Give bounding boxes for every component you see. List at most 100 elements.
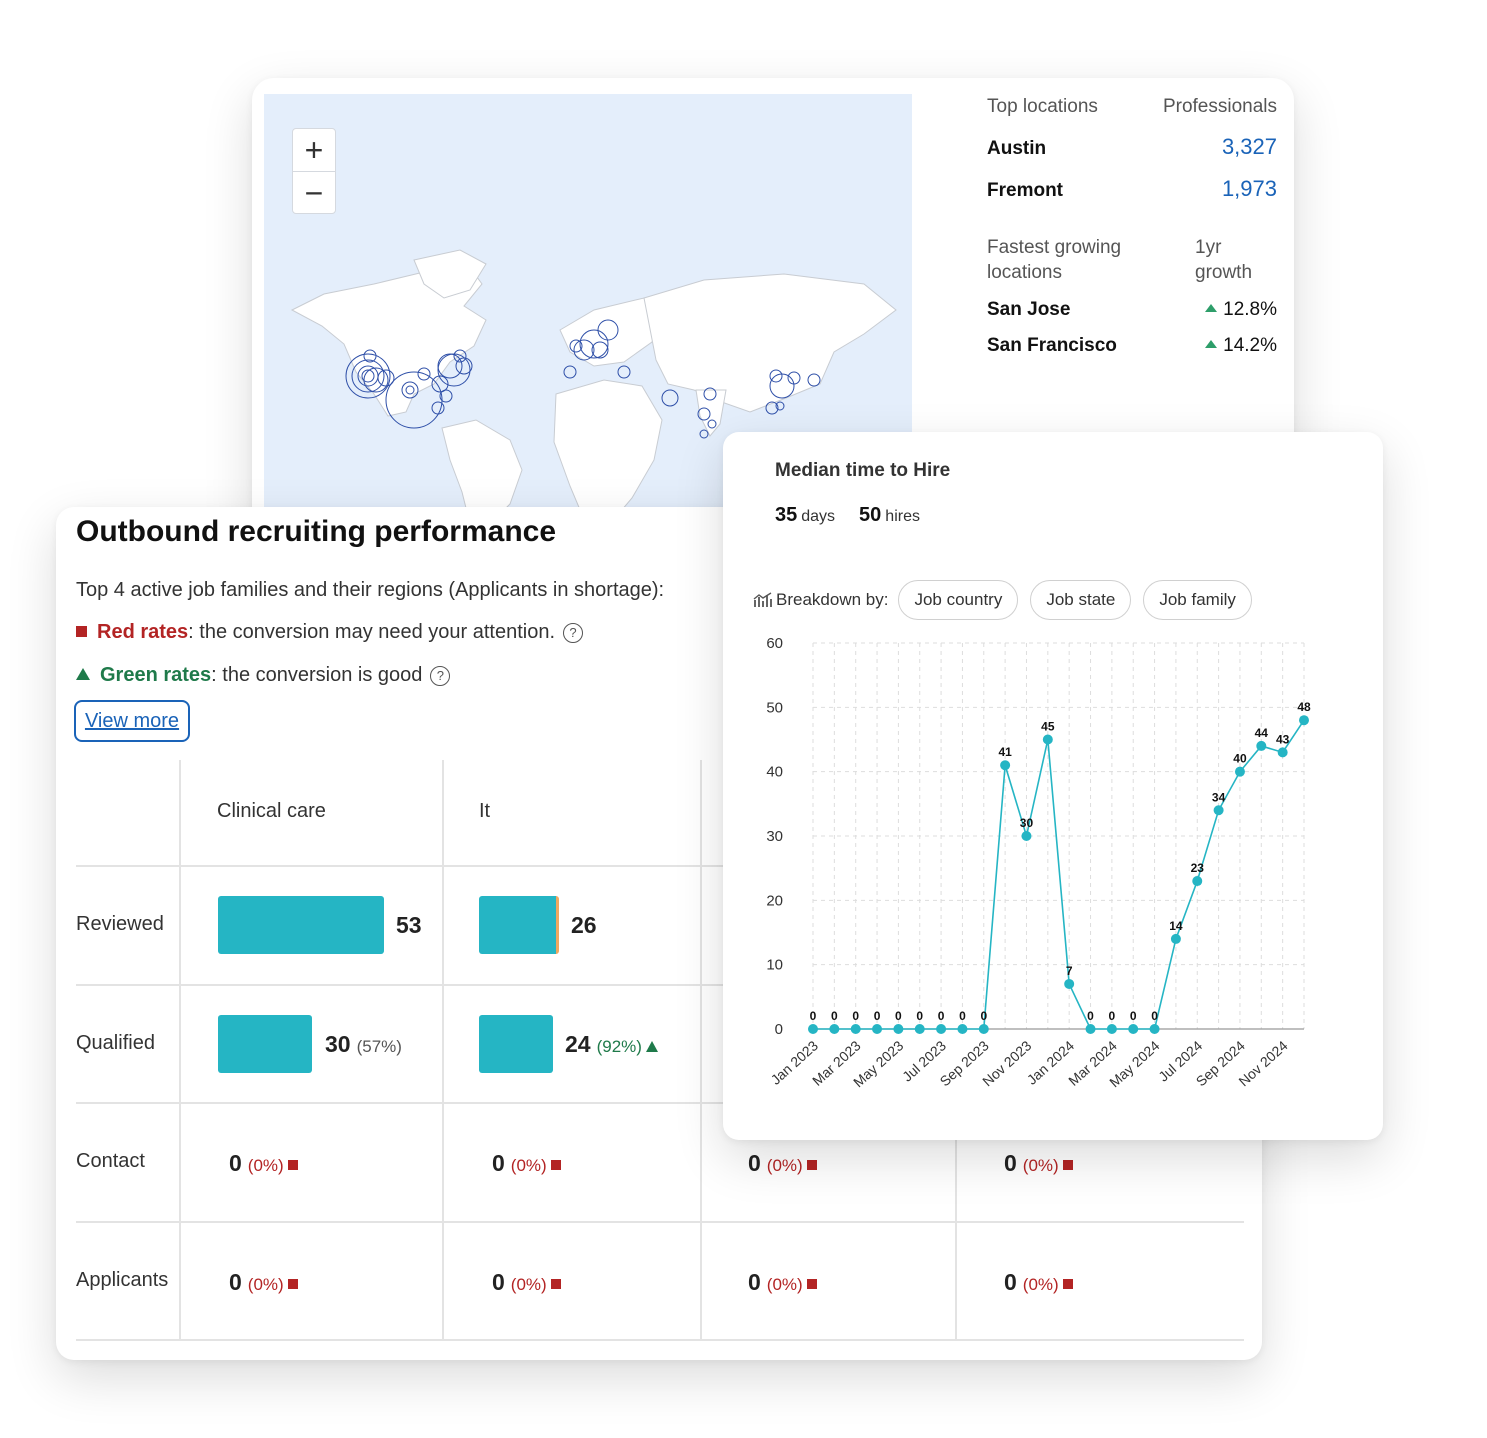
- hires-value: 50: [859, 504, 882, 526]
- green-rates-text: : the conversion is good: [211, 664, 423, 686]
- card-subtitle: Top 4 active job families and their regi…: [76, 579, 665, 601]
- location-name: Austin: [987, 138, 1047, 159]
- column-header[interactable]: Clinical care: [217, 800, 326, 822]
- location-bubble: [703, 387, 717, 401]
- contact-value: 0 (0%): [229, 1150, 298, 1177]
- applicants-count: 0: [1004, 1269, 1017, 1295]
- applicants-percent: (0%): [510, 1275, 547, 1294]
- row-label: Contact: [76, 1150, 145, 1172]
- y-tick-label: 20: [766, 892, 783, 909]
- row-divider: [76, 1221, 1244, 1223]
- data-label: 0: [852, 1009, 859, 1023]
- data-label: 0: [916, 1009, 923, 1023]
- data-label: 44: [1255, 726, 1269, 740]
- help-icon[interactable]: ?: [430, 666, 451, 686]
- series-line: [813, 719, 1305, 1030]
- india-shape: [695, 389, 727, 437]
- data-point: [808, 1024, 818, 1034]
- data-label: 0: [810, 1009, 817, 1023]
- contact-count: 0: [1004, 1150, 1017, 1176]
- location-bubble: [361, 369, 375, 383]
- location-bubble: [579, 329, 609, 359]
- data-label: 43: [1276, 732, 1290, 746]
- zoom-control: + −: [292, 128, 336, 214]
- data-label: 0: [895, 1009, 902, 1023]
- column-header[interactable]: It: [479, 800, 491, 822]
- job-state-chip[interactable]: Job state: [1030, 580, 1132, 620]
- location-bubbles: [345, 319, 821, 439]
- applicants-percent: (0%): [1022, 1275, 1059, 1294]
- data-point: [1256, 740, 1267, 751]
- location-bubble: [699, 429, 709, 439]
- applicants-value: 0 (0%): [492, 1269, 561, 1296]
- qualified-bar[interactable]: [479, 1015, 553, 1073]
- days-unit: days: [801, 508, 836, 525]
- data-point: [1170, 933, 1181, 944]
- asia-shape: [643, 273, 897, 413]
- data-label: 40: [1233, 752, 1247, 766]
- data-label: 0: [874, 1009, 881, 1023]
- location-bubble: [377, 369, 395, 387]
- chart-icon: [753, 592, 772, 607]
- red-rates-legend: Red rates: the conversion may need your …: [76, 621, 584, 644]
- location-name: Fremont: [987, 180, 1063, 201]
- location-row-fremont: Fremont 1,973: [987, 176, 1277, 202]
- red-square-icon: [287, 1160, 298, 1170]
- job-family-chip[interactable]: Job family: [1143, 580, 1252, 620]
- data-label: 7: [1066, 964, 1073, 978]
- data-point: [1000, 760, 1011, 771]
- applicants-value: 0 (0%): [1004, 1269, 1073, 1296]
- help-icon[interactable]: ?: [563, 623, 584, 643]
- location-bubble: [597, 319, 619, 341]
- data-point: [872, 1024, 883, 1034]
- job-country-chip[interactable]: Job country: [898, 580, 1019, 620]
- qualified-bar[interactable]: [218, 1015, 312, 1073]
- data-point: [978, 1024, 989, 1034]
- qualified-count: 30: [325, 1031, 351, 1057]
- location-bubble: [431, 375, 449, 393]
- reviewed-bar[interactable]: [479, 896, 559, 954]
- data-point: [936, 1024, 947, 1034]
- contact-count: 0: [748, 1150, 761, 1176]
- location-bubble: [439, 389, 453, 403]
- contact-value: 0 (0%): [1004, 1150, 1073, 1177]
- y-tick-label: 0: [775, 1021, 783, 1038]
- location-bubble: [431, 401, 445, 415]
- location-count[interactable]: 1,973: [1221, 176, 1277, 201]
- professionals-title: Professionals: [1162, 96, 1277, 117]
- data-point: [1106, 1024, 1117, 1034]
- data-label: 23: [1191, 861, 1205, 875]
- location-bubble: [363, 367, 389, 393]
- location-count[interactable]: 3,327: [1221, 134, 1277, 159]
- location-row-austin: Austin 3,327: [987, 134, 1277, 160]
- column-divider: [700, 760, 702, 1340]
- location-bubble: [697, 407, 711, 421]
- growth-text: 12.8%: [1223, 299, 1277, 321]
- data-point: [1128, 1024, 1139, 1034]
- row-label: Applicants: [76, 1269, 169, 1291]
- view-more-link[interactable]: View more: [74, 700, 190, 742]
- red-rates-text: : the conversion may need your attention…: [188, 621, 556, 643]
- data-label: 0: [1109, 1009, 1116, 1023]
- applicants-count: 0: [492, 1269, 505, 1295]
- growth-value: 12.8%: [1205, 299, 1277, 321]
- data-label: 30: [1020, 816, 1034, 830]
- reviewed-bar[interactable]: [218, 896, 384, 954]
- location-bubble: [405, 385, 415, 395]
- row-divider: [76, 984, 1244, 986]
- data-point: [893, 1024, 904, 1034]
- data-label: 0: [938, 1009, 945, 1023]
- contact-percent: (0%): [766, 1156, 803, 1175]
- chart-title: Median time to Hire: [775, 460, 951, 481]
- applicants-count: 0: [229, 1269, 242, 1295]
- data-label: 0: [980, 1009, 987, 1023]
- zoom-in-button[interactable]: +: [293, 129, 335, 171]
- world-map[interactable]: + −: [264, 94, 912, 524]
- qualified-value: 24 (92%): [565, 1031, 658, 1058]
- data-point: [957, 1024, 968, 1034]
- fastest-growing-title: Fastest growing locations: [987, 237, 1122, 283]
- red-square-icon: [806, 1160, 817, 1170]
- y-tick-label: 10: [766, 957, 783, 974]
- zoom-out-button[interactable]: −: [293, 171, 335, 213]
